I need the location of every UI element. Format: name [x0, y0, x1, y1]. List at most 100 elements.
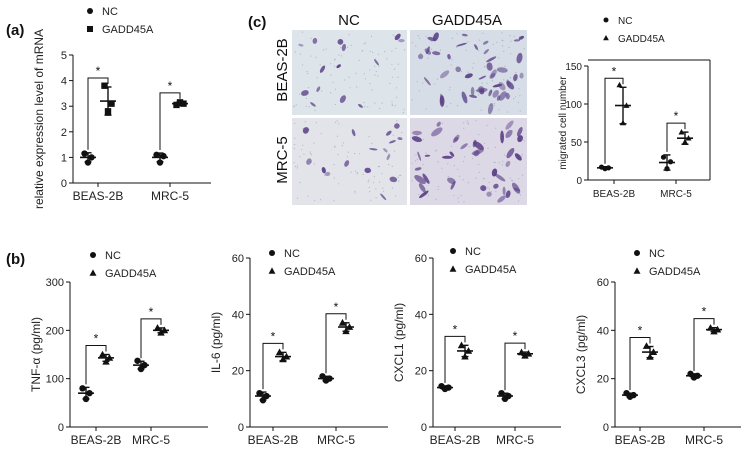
membrane-pore [411, 99, 413, 101]
membrane-pore [462, 179, 464, 181]
stained-cell [494, 173, 506, 182]
membrane-pore [336, 120, 338, 122]
membrane-pore [305, 97, 307, 99]
membrane-pore [467, 122, 469, 124]
membrane-pore [340, 47, 342, 49]
chart-a-group-beas2b-nc [80, 150, 96, 166]
data-point [105, 354, 114, 361]
membrane-pore [354, 170, 357, 172]
stained-cell [388, 140, 396, 144]
chart-cxcl1-legend-marker-nc [450, 248, 456, 254]
membrane-pore [498, 162, 500, 164]
membrane-pore [332, 81, 334, 83]
data-point [649, 348, 658, 355]
membrane-pore [506, 111, 509, 113]
membrane-pore [313, 142, 315, 144]
membrane-pore [451, 37, 453, 40]
membrane-pore [467, 182, 469, 184]
stained-cell [412, 130, 422, 136]
membrane-pore [450, 145, 452, 147]
membrane-pore [425, 35, 427, 37]
stained-cell [394, 123, 400, 129]
membrane-pore [515, 72, 517, 74]
membrane-pore [323, 49, 325, 51]
data-point [620, 119, 626, 126]
stained-cell [493, 183, 499, 189]
membrane-pore [334, 103, 337, 105]
membrane-pore [316, 77, 318, 79]
membrane-pore [418, 90, 420, 92]
data-point [275, 348, 284, 356]
membrane-pore [381, 102, 383, 104]
membrane-pore [492, 43, 494, 46]
data-point [694, 372, 701, 379]
membrane-pore [383, 190, 385, 192]
chart-a-group-beas2b-gadd45a [100, 82, 116, 116]
membrane-pore [502, 45, 504, 47]
membrane-pore [375, 58, 377, 60]
data-point [173, 101, 180, 109]
membrane-pore [365, 42, 367, 44]
membrane-pore [294, 51, 296, 53]
stained-cell [439, 70, 450, 79]
membrane-pore [394, 35, 396, 38]
data-point [682, 138, 688, 145]
data-point [153, 324, 162, 331]
chart-a-legend-marker-gadd45a [87, 26, 93, 32]
membrane-pore [364, 78, 367, 80]
membrane-pore [501, 32, 503, 34]
membrane-pore [460, 194, 462, 197]
membrane-pore [510, 53, 512, 55]
chart-il6-significance-star: * [271, 329, 276, 343]
chart-cxcl3-xtick-label: MRC-5 [685, 433, 723, 447]
stained-cell [394, 33, 401, 41]
stained-cell [473, 150, 480, 157]
chart-a-legend-marker-nc [87, 8, 93, 14]
stained-cell [324, 171, 331, 177]
membrane-pore [296, 167, 298, 169]
membrane-pore [336, 135, 338, 137]
membrane-pore [439, 49, 441, 51]
membrane-pore [478, 171, 480, 173]
membrane-pore [397, 76, 399, 78]
membrane-pore [491, 80, 493, 82]
chart-il6-significance-star: * [334, 300, 339, 314]
chart-tnf-group-mrc5-gadd45a [153, 324, 169, 336]
stained-cell [312, 37, 318, 44]
membrane-pore [478, 39, 481, 41]
membrane-pore [294, 137, 296, 139]
chart-cxcl3-group-beas2b-nc [622, 389, 638, 400]
data-point [79, 385, 86, 392]
data-point [457, 341, 466, 349]
membrane-pore [395, 195, 397, 197]
stained-cell [344, 160, 350, 167]
membrane-pore [467, 71, 469, 73]
membrane-pore [369, 50, 371, 52]
membrane-pore [307, 73, 309, 75]
stained-cell [519, 72, 524, 79]
membrane-pore [493, 103, 495, 105]
membrane-pore [355, 72, 357, 74]
membrane-pore [518, 200, 520, 202]
membrane-pore [450, 64, 452, 66]
stained-cell [516, 52, 523, 64]
membrane-pore [306, 71, 308, 73]
chart-c-legend-marker-gadd45a [603, 35, 609, 41]
chart-il6-group-mrc5-nc [318, 373, 334, 384]
data-point [616, 81, 623, 88]
membrane-pore [425, 108, 427, 110]
membrane-pore [367, 106, 369, 108]
membrane-pore [333, 164, 335, 166]
membrane-pore [509, 35, 511, 37]
membrane-pore [309, 153, 312, 155]
data-point [176, 99, 184, 106]
data-point [160, 152, 167, 160]
chart-a-ytick-label: 1 [61, 152, 67, 164]
chart-il6-ytick-label: 60 [232, 253, 244, 265]
membrane-pore [478, 134, 480, 136]
stained-cell [478, 86, 485, 92]
chart-a-group-mrc5-nc [152, 151, 168, 166]
stained-cell [505, 92, 510, 100]
membrane-pore [494, 146, 496, 148]
membrane-pore [369, 69, 371, 71]
